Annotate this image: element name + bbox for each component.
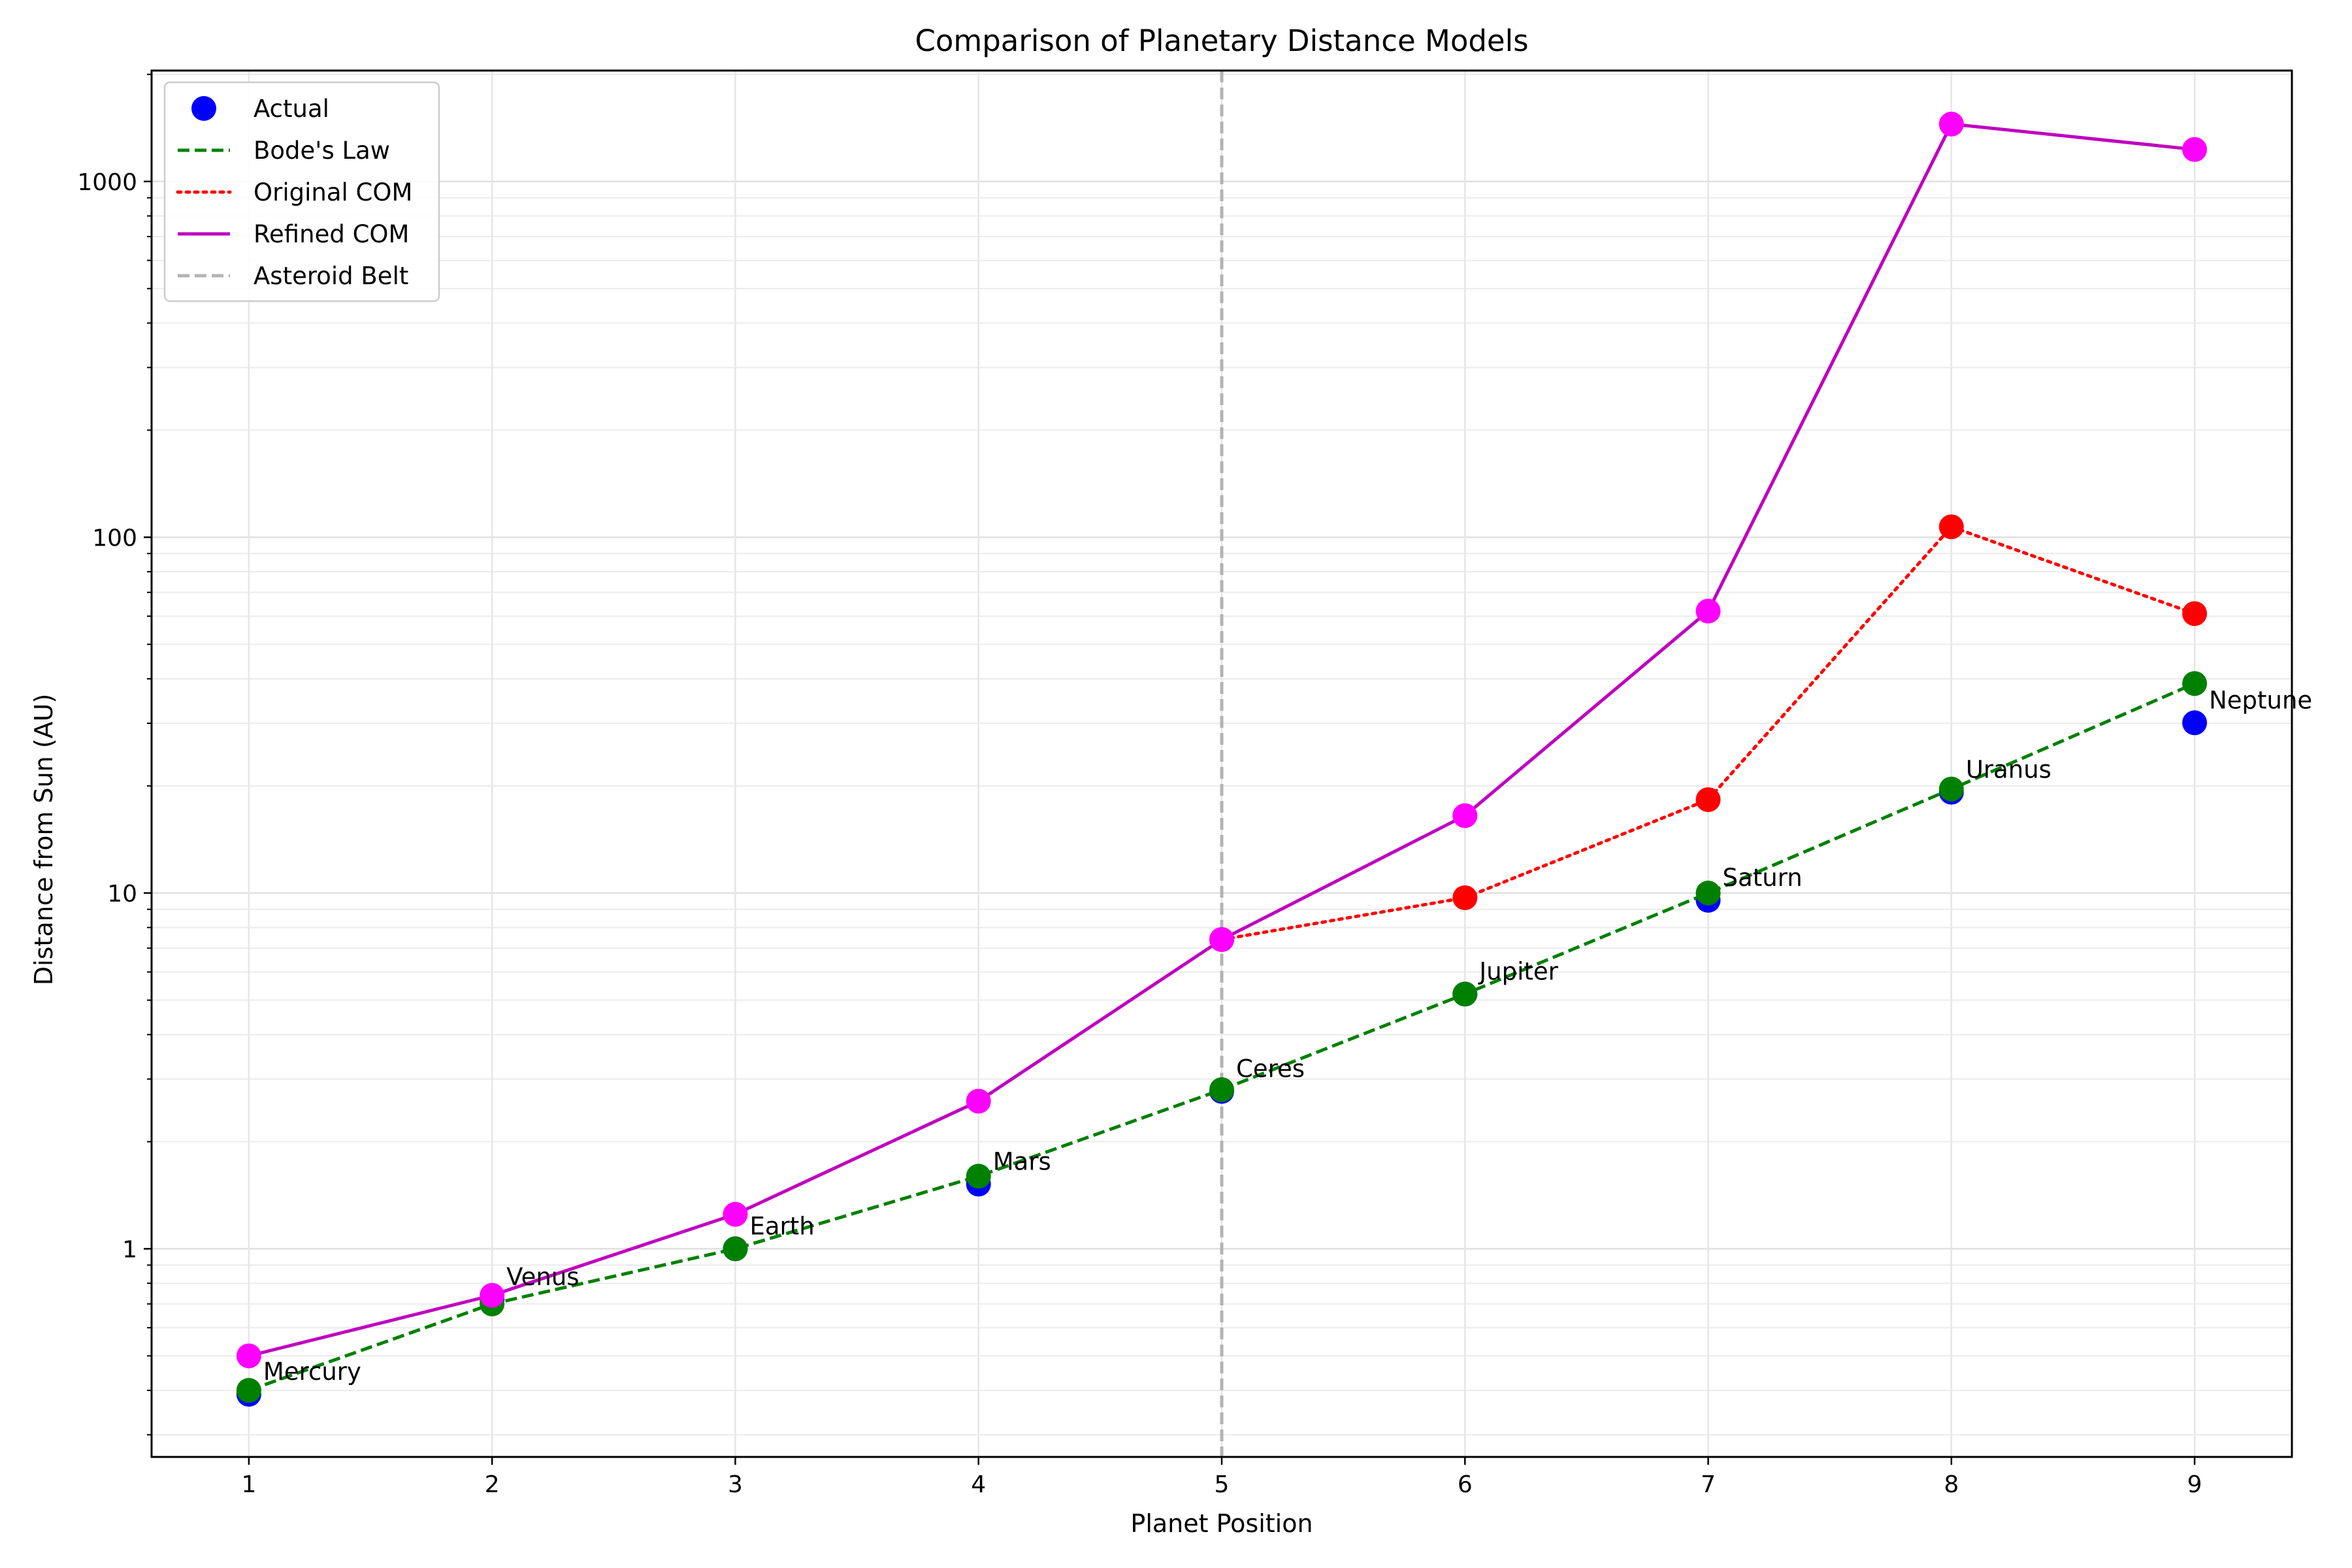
legend-label: Refined COM xyxy=(253,220,409,248)
planet-label: Jupiter xyxy=(1478,958,1558,986)
data-point xyxy=(723,1201,748,1227)
data-point xyxy=(236,1343,261,1369)
data-point xyxy=(1695,880,1721,906)
y-tick-label: 10 xyxy=(107,881,137,907)
planet-label: Uranus xyxy=(1966,756,2051,784)
x-tick-label: 9 xyxy=(2187,1471,2202,1498)
legend-label: Original COM xyxy=(253,178,412,206)
legend-marker xyxy=(191,96,216,121)
data-point xyxy=(2182,671,2208,696)
planet-label: Mercury xyxy=(263,1358,361,1386)
chart-title: Comparison of Planetary Distance Models xyxy=(915,24,1528,58)
data-point xyxy=(1209,1077,1234,1102)
x-tick-label: 7 xyxy=(1701,1471,1716,1498)
data-point xyxy=(966,1164,991,1189)
y-tick-label: 1 xyxy=(122,1236,137,1263)
y-tick-label: 1000 xyxy=(77,169,137,196)
planet-label: Saturn xyxy=(1723,864,1803,892)
x-tick-label: 6 xyxy=(1458,1471,1473,1498)
data-point xyxy=(2182,137,2208,162)
planet-label: Earth xyxy=(749,1212,814,1240)
data-point xyxy=(1695,598,1721,624)
data-point xyxy=(1938,514,1964,540)
data-point xyxy=(1452,803,1478,828)
planet-label: Ceres xyxy=(1236,1054,1305,1083)
data-point xyxy=(1695,787,1721,812)
x-tick-label: 1 xyxy=(241,1471,256,1498)
data-point xyxy=(1938,111,1964,137)
data-point xyxy=(966,1088,991,1114)
series-refined-com xyxy=(236,111,2208,1369)
y-axis-label: Distance from Sun (AU) xyxy=(29,694,58,986)
legend-label: Actual xyxy=(253,95,329,123)
data-point xyxy=(2182,601,2208,627)
planet-label: Venus xyxy=(506,1263,579,1291)
plot-area: 1 2 3 4 5 6 7 8 9 1 10 100 1000 Mercury Venus Earth Mars… xyxy=(77,69,2312,1498)
x-tick-label: 2 xyxy=(485,1471,500,1498)
y-tick-label: 100 xyxy=(92,525,137,551)
data-point xyxy=(723,1236,748,1262)
planet-label: Neptune xyxy=(2209,686,2312,714)
legend-box xyxy=(163,81,440,302)
data-point xyxy=(236,1378,261,1403)
data-point xyxy=(2182,710,2208,736)
x-axis-label: Planet Position xyxy=(1130,1509,1313,1538)
x-tick-label: 4 xyxy=(971,1471,986,1498)
x-tick-label: 5 xyxy=(1215,1471,1230,1498)
data-point xyxy=(1209,927,1234,953)
x-tick-label: 8 xyxy=(1944,1471,1959,1498)
legend-label: Asteroid Belt xyxy=(253,262,408,290)
data-point xyxy=(480,1282,505,1308)
x-tick-label: 3 xyxy=(728,1471,743,1498)
data-point xyxy=(1452,981,1478,1007)
legend: Actual Bode's Law Original COM Refined COM A… xyxy=(163,81,440,302)
planet-label: Mars xyxy=(993,1147,1051,1175)
data-point xyxy=(1452,885,1478,911)
data-point xyxy=(1938,776,1964,802)
legend-label: Bode's Law xyxy=(253,137,390,165)
